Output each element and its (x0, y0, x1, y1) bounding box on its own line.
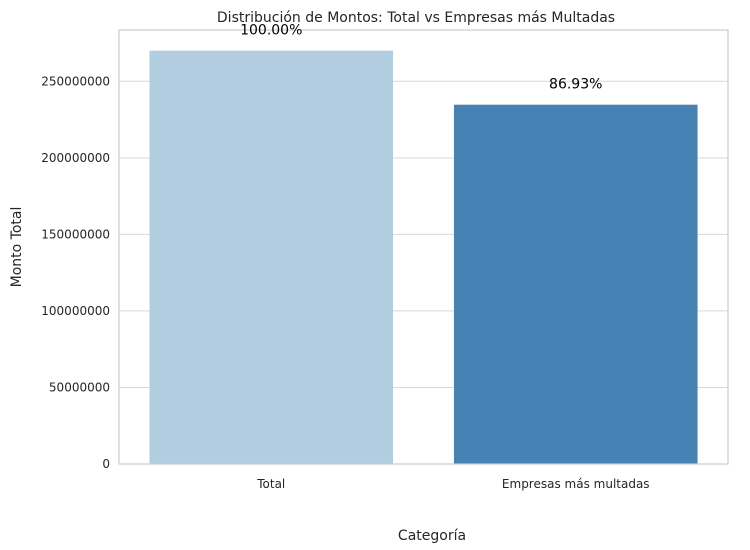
data-label: 86.93% (549, 77, 602, 93)
x-axis-ticks: Total Empresas más multadas (256, 477, 649, 491)
chart-title: Distribución de Montos: Total vs Empresa… (217, 10, 615, 26)
y-tick-label: 50000000 (49, 380, 110, 394)
plot-frame (118, 29, 729, 465)
x-axis-label: Categoría (398, 528, 466, 544)
bars (149, 50, 698, 465)
y-tick-label: 100000000 (41, 304, 110, 318)
y-axis-label: Monto Total (9, 207, 25, 288)
x-tick-label: Empresas más multadas (502, 477, 650, 491)
y-tick-label: 200000000 (41, 151, 110, 165)
x-tick-label: Total (256, 477, 285, 491)
bar (149, 50, 394, 465)
y-axis-ticks: 0 50000000 100000000 150000000 200000000 2500… (41, 74, 110, 471)
bar (453, 104, 698, 464)
y-tick-label: 250000000 (41, 74, 110, 88)
y-tick-label: 0 (102, 457, 110, 471)
data-label: 100.00% (240, 23, 302, 39)
data-labels: 100.00% 86.93% (240, 23, 602, 93)
y-tick-label: 150000000 (41, 227, 110, 241)
